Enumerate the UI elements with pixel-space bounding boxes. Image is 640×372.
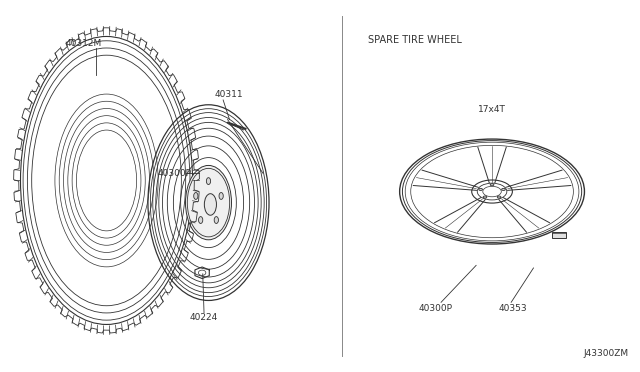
Ellipse shape [479, 188, 483, 190]
Ellipse shape [206, 178, 211, 185]
Ellipse shape [483, 196, 487, 198]
Ellipse shape [497, 196, 501, 198]
Text: 40224: 40224 [190, 313, 218, 323]
Ellipse shape [186, 166, 232, 240]
Ellipse shape [198, 217, 203, 224]
Text: 17x4T: 17x4T [478, 105, 506, 114]
Ellipse shape [194, 193, 198, 199]
Ellipse shape [214, 217, 218, 224]
Ellipse shape [204, 194, 216, 215]
Text: 40353: 40353 [499, 304, 527, 313]
FancyBboxPatch shape [552, 232, 566, 238]
Text: 40300P: 40300P [419, 304, 452, 313]
Ellipse shape [502, 188, 506, 190]
Text: 40311: 40311 [215, 90, 243, 99]
Text: 40300P: 40300P [157, 169, 191, 177]
Text: SPARE TIRE WHEEL: SPARE TIRE WHEEL [368, 35, 461, 45]
Text: 40312M: 40312M [65, 39, 101, 48]
Ellipse shape [490, 184, 494, 186]
Text: J43300ZM: J43300ZM [584, 349, 629, 358]
Ellipse shape [219, 193, 223, 199]
